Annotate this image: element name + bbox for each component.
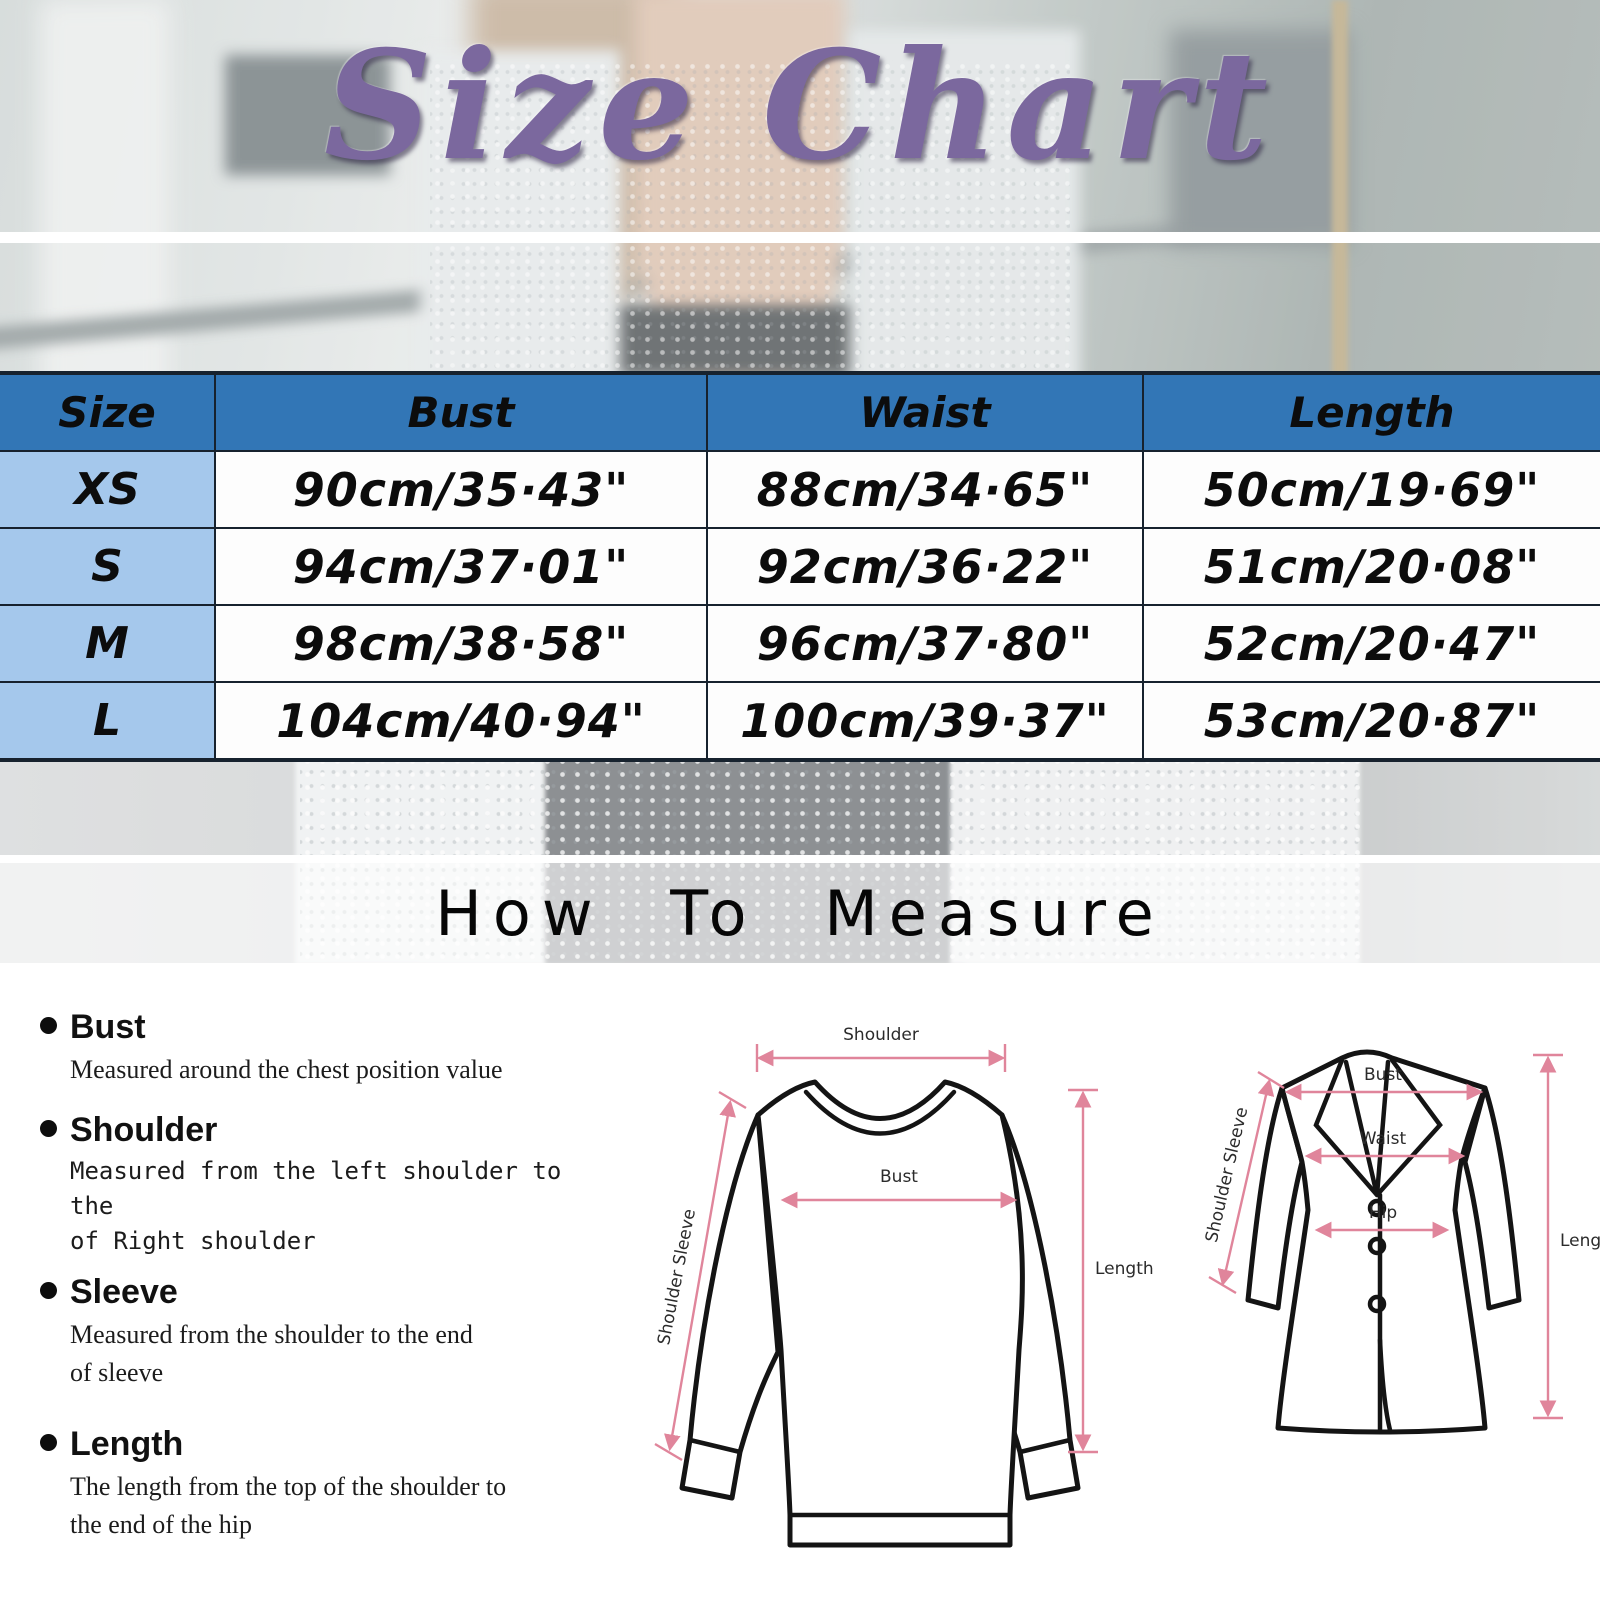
bullet-icon	[40, 1434, 57, 1451]
guide-description: Measured around the chest position value	[70, 1055, 503, 1084]
cell-length-s: 51cm/20·08"	[1144, 529, 1600, 604]
cell-size-s: S	[0, 529, 214, 604]
how-to-measure-band: How To Measure	[0, 863, 1600, 963]
bust-arrow: Bust	[1284, 1065, 1484, 1101]
guide-item-shoulder: Shoulder Measured from the left shoulder…	[40, 1111, 600, 1258]
cell-bust-s: 94cm/37·01"	[216, 529, 706, 604]
cell-waist-l: 100cm/39·37"	[708, 683, 1142, 758]
hip-arrow: Hip	[1314, 1203, 1450, 1239]
bullet-icon	[40, 1120, 57, 1137]
hip-arrow-label: Hip	[1369, 1203, 1397, 1223]
guide-label: Length	[70, 1425, 184, 1463]
cell-size-l: L	[0, 683, 214, 758]
length-arrow: Length	[1533, 1053, 1600, 1420]
cell-waist-s: 92cm/36·22"	[708, 529, 1142, 604]
bust-arrow-label: Bust	[1364, 1065, 1402, 1085]
guide-item-bust: Bust Measured around the chest position …	[40, 1008, 600, 1089]
cell-length-m: 52cm/20·47"	[1144, 606, 1600, 681]
cell-size-m: M	[0, 606, 214, 681]
guide-description: The length from the top of the shoulder …	[70, 1472, 507, 1539]
coat-outline	[1245, 1049, 1522, 1435]
guide-description: Measured from the shoulder to the end of…	[70, 1320, 473, 1387]
bullet-icon	[40, 1282, 57, 1299]
length-arrow-label: Length	[1560, 1231, 1600, 1251]
waist-arrow-label: Waist	[1360, 1129, 1407, 1149]
sweater-diagram: Shoulder Bust Shoulder Sleeve Length	[654, 1025, 1154, 1548]
length-arrow: Length	[1068, 1088, 1154, 1454]
waist-arrow: Waist	[1304, 1129, 1466, 1165]
guide-label: Bust	[70, 1008, 146, 1046]
column-header-waist: Waist	[708, 375, 1142, 450]
cell-waist-xs: 88cm/34·65"	[708, 452, 1142, 527]
cell-length-xs: 50cm/19·69"	[1144, 452, 1600, 527]
sweater-outline	[679, 1079, 1081, 1548]
guide-label: Sleeve	[70, 1273, 178, 1311]
column-header-length: Length	[1144, 375, 1600, 450]
how-to-measure-title: How To Measure	[435, 876, 1165, 950]
bust-arrow-label: Bust	[880, 1167, 918, 1187]
bust-arrow: Bust	[780, 1167, 1018, 1209]
guide-label: Shoulder	[70, 1111, 218, 1149]
shoulder-arrow: Shoulder	[755, 1025, 1007, 1072]
guide-description: Measured from the left shoulder to the o…	[70, 1157, 562, 1255]
column-header-bust: Bust	[216, 375, 706, 450]
size-table: Size Bust Waist Length XS 90cm/35·43" 88…	[0, 371, 1600, 762]
photo-background-block	[1170, 30, 1350, 245]
cell-bust-xs: 90cm/35·43"	[216, 452, 706, 527]
cell-bust-l: 104cm/40·94"	[216, 683, 706, 758]
cell-length-l: 53cm/20·87"	[1144, 683, 1600, 758]
page-title: Size Chart	[323, 18, 1277, 194]
shoulder-sleeve-arrow-label: Shoulder Sleeve	[654, 1207, 700, 1346]
column-header-size: Size	[0, 375, 214, 450]
coat-diagram: Bust Waist Hip Shoulder Sleeve Length	[1202, 1049, 1600, 1435]
bullet-icon	[40, 1017, 57, 1034]
divider-stripe	[0, 232, 1600, 243]
cell-bust-m: 98cm/38·58"	[216, 606, 706, 681]
cell-size-xs: XS	[0, 452, 214, 527]
guide-item-length: Length The length from the top of the sh…	[40, 1425, 600, 1543]
shoulder-sleeve-arrow-label: Shoulder Sleeve	[1202, 1105, 1253, 1244]
guide-item-sleeve: Sleeve Measured from the shoulder to the…	[40, 1273, 600, 1391]
length-arrow-label: Length	[1095, 1259, 1154, 1279]
shoulder-arrow-label: Shoulder	[843, 1025, 919, 1045]
divider-stripe	[0, 855, 1600, 863]
photo-sign-shape	[225, 55, 390, 175]
cell-waist-m: 96cm/37·80"	[708, 606, 1142, 681]
